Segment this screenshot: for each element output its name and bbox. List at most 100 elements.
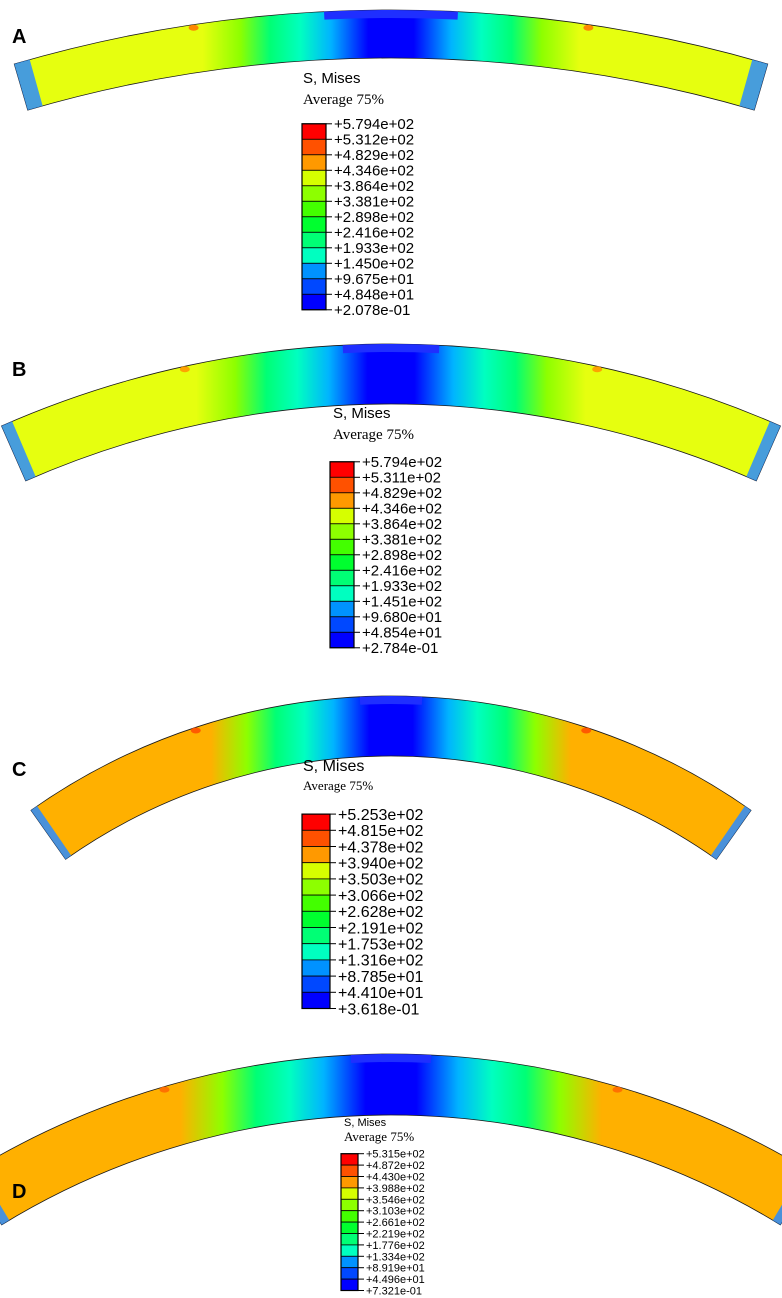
legend-title: S, Mises [303, 70, 361, 87]
legend-subtitle: Average 75% [303, 92, 384, 108]
panel-a: A S, Mises Average 75% +5.794e+02+5.312e+02… [12, 9, 769, 319]
legend-color-bin [301, 813, 331, 831]
legend-color-bin [301, 231, 327, 249]
legend-color-bin [340, 1153, 359, 1166]
beam-stress-contour [0, 343, 782, 482]
legend-value-label: +5.253e+02 [338, 807, 424, 824]
legend-color-bin [340, 1164, 359, 1177]
legend-color-bin [301, 247, 327, 264]
legend-value-label: +3.864e+02 [362, 516, 442, 533]
legend-color-bin [301, 991, 331, 1009]
legend-color-bin [301, 293, 327, 311]
legend-color-bin [301, 200, 327, 218]
panel-letter: D [12, 1181, 26, 1203]
legend-color-bin [329, 585, 355, 602]
legend-subtitle: Average 75% [344, 1129, 414, 1144]
legend-value-label: +1.451e+02 [362, 594, 442, 611]
beam-top-low-stress-strip [342, 344, 440, 354]
legend-value-label: +4.346e+02 [334, 163, 414, 180]
legend-value-label: +3.546e+02 [366, 1194, 425, 1206]
legend-color-bin [340, 1210, 359, 1223]
legend-value-label: +8.919e+01 [366, 1263, 425, 1275]
beam-right-end-tip [746, 421, 781, 481]
legend-value-label: +3.503e+02 [338, 872, 424, 889]
beam-right-end-tip [710, 806, 752, 860]
legend-color-bin [301, 216, 327, 233]
panel-letter: C [12, 759, 26, 781]
legend-value-label: +2.078e-01 [334, 302, 410, 319]
legend-value-label: +1.776e+02 [366, 1240, 425, 1252]
legend-value-label: +3.103e+02 [366, 1206, 425, 1218]
legend-value-label: +2.784e-01 [362, 640, 438, 657]
legend-subtitle: Average 75% [333, 427, 414, 443]
legend-value-label: +1.933e+02 [334, 240, 414, 257]
right-hot-spot [612, 1086, 623, 1093]
legend-color-bin [329, 476, 355, 494]
legend-value-label: +5.794e+02 [362, 454, 442, 471]
legend-color-bin [340, 1176, 359, 1189]
beam-top-low-stress-strip [359, 696, 423, 705]
right-hot-spot [592, 366, 603, 373]
legend-value-label: +4.430e+02 [366, 1172, 425, 1184]
legend-color-bin [340, 1221, 359, 1234]
legend-value-label: +9.675e+01 [334, 271, 414, 288]
legend-color-bin [329, 538, 355, 556]
legend-value-label: +4.496e+01 [366, 1274, 425, 1286]
beam-left-end-tip [1, 421, 36, 481]
legend-color-bin [329, 554, 355, 571]
legend-value-label: +1.316e+02 [338, 953, 424, 970]
panel-letter: B [12, 359, 26, 381]
left-hot-spot [190, 727, 201, 734]
legend-color-bin [301, 862, 331, 880]
legend-value-label: +5.311e+02 [362, 470, 441, 487]
beam-stress-contour [13, 9, 769, 111]
right-hot-spot [583, 24, 594, 31]
right-hot-spot [581, 727, 592, 734]
beam-right-end-tip [739, 59, 768, 111]
legend-value-label: +3.066e+02 [338, 888, 424, 905]
legend-color-bin [329, 461, 355, 478]
legend-value-label: +9.680e+01 [362, 609, 442, 626]
legend-value-label: +4.854e+01 [362, 625, 442, 642]
legend-value-label: +1.933e+02 [362, 578, 442, 595]
panel-letter: A [12, 26, 26, 48]
legend-color-bin [301, 943, 331, 961]
legend-color-bin [301, 278, 327, 295]
legend-value-label: +3.381e+02 [334, 194, 414, 211]
legend-value-label: +5.794e+02 [334, 116, 414, 133]
legend-value-label: +5.315e+02 [366, 1149, 425, 1161]
legend-value-label: +3.381e+02 [362, 532, 442, 549]
legend-value-label: +5.312e+02 [334, 132, 414, 149]
beam-left-end-tip [30, 806, 72, 860]
legend-value-label: +2.416e+02 [362, 563, 442, 580]
legend-value-label: +3.940e+02 [338, 856, 424, 873]
legend-color-bin [301, 894, 331, 912]
legend-color-bin [301, 878, 331, 896]
legend-title: S, Mises [333, 405, 391, 422]
beam-stress-contour [0, 1053, 782, 1226]
legend-color-bin [340, 1267, 359, 1280]
legend-value-label: +1.450e+02 [334, 256, 414, 273]
beam-top-low-stress-strip [350, 1054, 432, 1063]
legend-value-label: +2.898e+02 [334, 209, 414, 226]
legend-color-bin [301, 829, 331, 847]
legend-color-bin [340, 1198, 359, 1212]
legend-color-bin [301, 959, 331, 977]
legend-value-label: +4.815e+02 [338, 823, 424, 840]
beam-right-end-tip [772, 1204, 782, 1225]
panel-c: C S, Mises Average 75% +5.253e+02+4.815e+02… [12, 695, 752, 1018]
legend-value-label: +2.219e+02 [366, 1229, 425, 1241]
left-hot-spot [188, 24, 199, 31]
legend-color-bin [301, 185, 327, 202]
legend-value-label: +2.416e+02 [334, 225, 414, 242]
legend-color-bin [301, 846, 331, 864]
legend-title: S, Mises [303, 758, 364, 775]
legend-value-label: +3.864e+02 [334, 178, 414, 195]
legend-subtitle: Average 75% [303, 778, 373, 793]
legend-color-bin [301, 262, 327, 280]
legend-value-label: +7.321e-01 [366, 1286, 422, 1298]
legend-value-label: +2.661e+02 [366, 1217, 425, 1229]
legend-color-bin [301, 975, 331, 993]
legend-color-bin [301, 169, 327, 187]
